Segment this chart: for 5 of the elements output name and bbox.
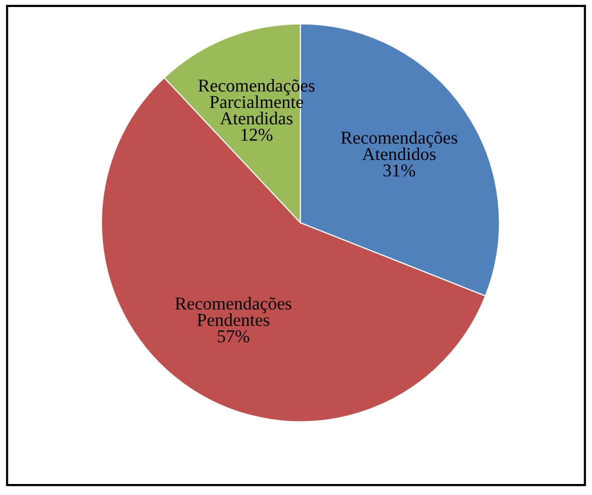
data-label: 12% bbox=[242, 128, 272, 141]
slice-label: Recomendações Pendentes bbox=[175, 296, 292, 326]
data-label: 57% bbox=[218, 330, 250, 342]
data-label: 31% bbox=[383, 164, 416, 177]
slice-label: Recomendações Atendidos bbox=[341, 131, 458, 160]
